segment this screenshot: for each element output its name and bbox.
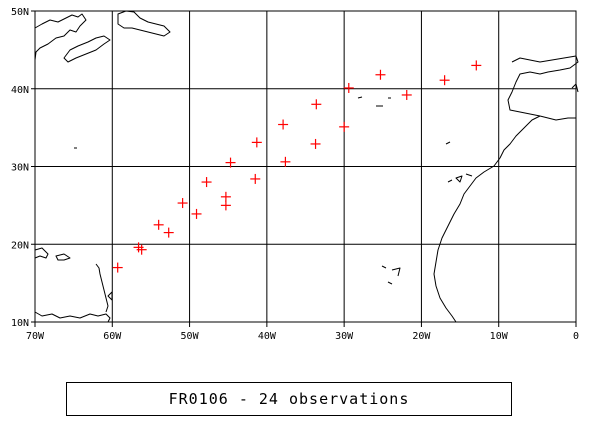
y-tick-labels: 10N 20N 30N 40N 50N [11, 7, 35, 329]
coastline-gibraltar [539, 115, 576, 121]
x-tick-label: 40W [258, 331, 277, 342]
observation-marker [177, 198, 188, 209]
observation-marker [191, 208, 202, 219]
coastline-azores-1 [357, 96, 363, 99]
x-tick-labels: 70W 60W 50W 40W 30W 20W 10W 0 [26, 322, 579, 342]
x-tick-label: 50W [181, 331, 200, 342]
observation-marker [225, 157, 236, 168]
coastline-venezuela [34, 311, 111, 323]
coastline-nova-scotia [63, 35, 111, 63]
observation-marker [136, 244, 147, 255]
observation-marker [339, 121, 350, 132]
observation-marker [153, 219, 164, 230]
observation-marker [280, 156, 291, 167]
caption-text: FR0106 - 24 observations [168, 390, 410, 408]
coastline-trinidad [107, 291, 113, 301]
coastline-madeira [445, 141, 451, 145]
coastline-hispaniola [34, 247, 49, 259]
coastline-morocco [433, 115, 541, 323]
coastline-canary-2 [455, 175, 463, 183]
observation-marker [163, 227, 174, 238]
observation-marker [439, 75, 450, 86]
y-tick-label: 30N [11, 163, 29, 174]
y-tick-label: 50N [11, 7, 29, 18]
graticule [34, 10, 577, 323]
x-tick-label: 20W [412, 331, 431, 342]
y-tick-label: 20N [11, 240, 29, 251]
x-tick-label: 0 [573, 331, 579, 342]
coastline-cape-verde-1 [381, 265, 387, 269]
coastline-cape-verde-3 [387, 281, 393, 285]
observation-marker [343, 82, 354, 93]
x-tick-label: 30W [335, 331, 354, 342]
coastline-cape-verde-2 [391, 267, 401, 277]
observation-marker [471, 60, 482, 71]
coastline-cape-region [571, 83, 579, 93]
observation-markers [112, 60, 482, 273]
observation-marker [310, 138, 321, 149]
observation-marker [112, 262, 123, 273]
coastline-lesser-antilles [95, 263, 109, 313]
coastline-newfoundland [34, 13, 87, 61]
y-tick-label: 10N [11, 318, 29, 329]
coastline-newfoundland-island [117, 10, 171, 37]
x-tick-label: 10W [490, 331, 509, 342]
coastline-puerto-rico [55, 253, 71, 261]
observation-marker [220, 200, 231, 211]
observation-marker [401, 89, 412, 100]
caption-box: FR0106 - 24 observations [66, 382, 512, 416]
coastlines [34, 10, 579, 323]
observation-marker [220, 191, 231, 202]
coastline-iberia [507, 55, 579, 117]
observation-marker [250, 173, 261, 184]
y-tick-label: 40N [11, 85, 29, 96]
coastline-canary-3 [465, 173, 473, 177]
observation-marker [311, 99, 322, 110]
x-tick-label: 60W [103, 331, 122, 342]
x-tick-label: 70W [26, 331, 45, 342]
observation-marker [201, 177, 212, 188]
coastline-canary-1 [447, 179, 453, 183]
observation-marker [251, 137, 262, 148]
observation-marker [375, 69, 386, 80]
observation-marker [278, 119, 289, 130]
